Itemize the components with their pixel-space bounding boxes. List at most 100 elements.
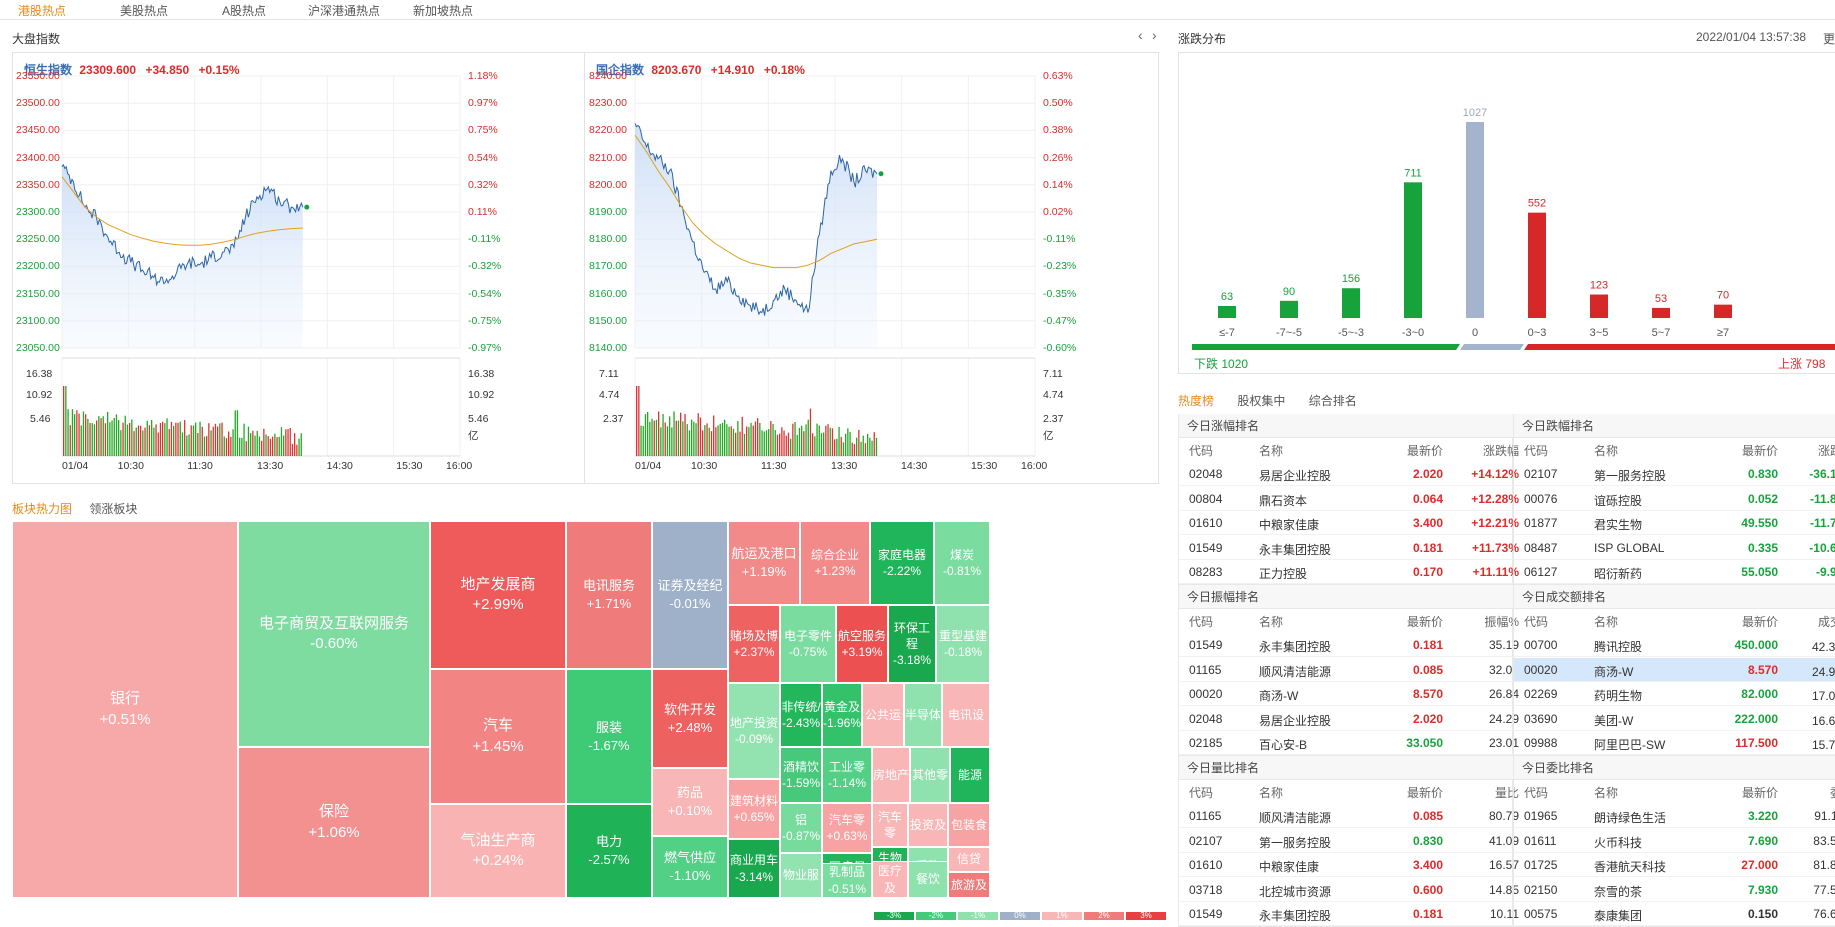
stock-name[interactable]: 香港航天科技	[1594, 860, 1667, 874]
table-row[interactable]: 02185 百心安-B 33.050 23.01	[1179, 731, 1519, 755]
stock-name[interactable]: 奈雪的茶	[1594, 884, 1643, 899]
sector-cell[interactable]: 铝 -0.87%	[780, 803, 822, 853]
table-row[interactable]: 01610 中粮家佳康 3.400 16.57	[1179, 853, 1519, 877]
stock-code[interactable]: 03690	[1524, 711, 1558, 726]
sector-cell[interactable]: 证券及经纪 -0.01%	[652, 521, 728, 669]
hsi-header[interactable]: 恒生指数 23309.600 +34.850 +0.15%	[24, 61, 240, 78]
stock-name[interactable]: 正力控股	[1259, 567, 1308, 581]
table-row[interactable]: 01165 顺风清洁能源 0.085 32.05	[1179, 658, 1519, 682]
stock-code[interactable]: 08487	[1524, 540, 1558, 555]
table-row[interactable]: 01549 永丰集团控股 0.181 10.11	[1179, 902, 1519, 926]
tab-leading-sectors[interactable]: 领涨板块	[89, 502, 138, 516]
sector-cell[interactable]: 黄金及 -1.96%	[822, 683, 862, 747]
stock-name[interactable]: 顺风清洁能源	[1259, 664, 1332, 679]
stock-name[interactable]: 商汤-W	[1259, 689, 1299, 703]
stock-code[interactable]: 01725	[1524, 858, 1558, 872]
tab-us[interactable]: 美股热点	[120, 4, 169, 18]
column-header[interactable]: 代码	[1189, 444, 1214, 458]
column-header[interactable]: 涨跌幅	[1817, 444, 1835, 458]
table-row[interactable]: 06127 昭衍新药 55.050 -9.98%	[1514, 560, 1835, 584]
table-row[interactable]: 01610 中粮家佳康 3.400 +12.21%	[1179, 511, 1519, 535]
stock-name[interactable]: 阿里巴巴-SW	[1594, 738, 1666, 752]
table-row[interactable]: 02048 易居企业控股 2.020 24.29	[1179, 707, 1519, 731]
sector-cell[interactable]: 燃气供应 -1.10%	[652, 836, 728, 898]
column-header[interactable]: 代码	[1524, 615, 1549, 629]
sector-cell[interactable]: 建筑材料 +0.65%	[728, 779, 780, 839]
sector-cell[interactable]: 旅游及	[948, 872, 990, 898]
column-header[interactable]: 名称	[1594, 615, 1619, 629]
more-link[interactable]: 更	[1823, 32, 1835, 46]
tab-hk[interactable]: 港股热点	[18, 4, 67, 18]
dist-bar[interactable]	[1342, 288, 1360, 318]
table-row[interactable]: 01877 君实生物 49.550 -11.75%	[1514, 511, 1835, 535]
sector-cell[interactable]: 地产发展商 +2.99%	[430, 521, 566, 669]
stock-name[interactable]: 顺风清洁能源	[1259, 811, 1332, 825]
table-row[interactable]: 00020 商汤-W 8.570 26.84	[1179, 682, 1519, 706]
table-row[interactable]: 00076 谊砾控股 0.052 -11.86%	[1514, 487, 1835, 511]
sector-cell[interactable]: 赌场及博 +2.37%	[728, 605, 780, 683]
column-header[interactable]: 量比	[1494, 786, 1519, 800]
sector-cell[interactable]: 能源	[950, 747, 990, 803]
column-header[interactable]: 名称	[1259, 444, 1284, 458]
table-row[interactable]: 01965 朗诗绿色生活 3.220 91.11%	[1514, 804, 1835, 828]
stock-code[interactable]: 02269	[1524, 687, 1558, 701]
table-row[interactable]: 02269 药明生物 82.000 17.03亿	[1514, 682, 1835, 706]
stock-code[interactable]: 01965	[1524, 809, 1558, 823]
sector-cell[interactable]: 保险 +1.06%	[238, 747, 430, 898]
column-header[interactable]: 名称	[1259, 615, 1284, 629]
stock-code[interactable]: 00076	[1524, 491, 1558, 506]
sector-cell[interactable]: 半导体	[904, 683, 942, 747]
sector-cell[interactable]: 电子零件 -0.75%	[780, 605, 836, 683]
column-header[interactable]: 代码	[1189, 786, 1214, 800]
tab-hot-rank[interactable]: 热度榜	[1178, 394, 1215, 408]
column-header[interactable]: 最新价	[1406, 444, 1443, 458]
table-row[interactable]: 00020 商汤-W 8.570 24.99亿	[1514, 657, 1835, 682]
table-row[interactable]: 02048 易居企业控股 2.020 +14.12%	[1179, 462, 1519, 486]
sector-cell[interactable]: 煤炭 -0.81%	[934, 521, 990, 605]
sector-cell[interactable]: 包装食	[948, 803, 990, 847]
stock-name[interactable]: 永丰集团控股	[1259, 542, 1332, 557]
sector-cell[interactable]: 电讯设	[942, 683, 990, 747]
stock-code[interactable]: 01549	[1189, 638, 1223, 652]
stock-code[interactable]: 00700	[1524, 638, 1558, 652]
sector-cell[interactable]: 房地产	[872, 747, 910, 803]
tab-connect[interactable]: 沪深港通热点	[308, 4, 381, 18]
tab-sector-heatmap[interactable]: 板块热力图	[12, 502, 73, 516]
stock-name[interactable]: 永丰集团控股	[1259, 909, 1332, 923]
stock-code[interactable]: 01165	[1189, 809, 1222, 823]
sector-cell[interactable]: 电讯服务 +1.71%	[566, 521, 652, 669]
column-header[interactable]: 最新价	[1741, 615, 1778, 629]
column-header[interactable]: 委比	[1784, 784, 1835, 801]
sector-cell[interactable]: 电子商贸及互联网服务 -0.60%	[238, 521, 430, 747]
dist-bar[interactable]	[1652, 307, 1670, 318]
sector-cell[interactable]: 投资及	[908, 803, 948, 847]
sector-cell[interactable]: 药品 +0.10%	[652, 768, 728, 836]
dist-bar[interactable]	[1528, 212, 1546, 318]
stock-name[interactable]: 商汤-W	[1594, 664, 1634, 679]
dist-bar[interactable]	[1590, 294, 1608, 318]
stock-name[interactable]: 谊砾控股	[1594, 493, 1643, 508]
stock-code[interactable]: 06127	[1524, 565, 1558, 579]
tab-sg[interactable]: 新加坡热点	[413, 4, 474, 18]
sector-cell[interactable]: 汽车零 +0.63%	[822, 803, 872, 853]
stock-code[interactable]: 00804	[1189, 491, 1223, 506]
sector-cell[interactable]: 餐饮	[908, 861, 948, 898]
stock-name[interactable]: 第一服务控股	[1259, 835, 1332, 850]
stock-code[interactable]: 02150	[1524, 882, 1558, 897]
stock-code[interactable]: 02185	[1189, 736, 1223, 750]
column-header[interactable]: 最新价	[1406, 786, 1443, 800]
stock-code[interactable]: 01165	[1189, 662, 1222, 677]
sector-cell[interactable]: 重型基建 -0.18%	[936, 605, 990, 683]
stock-code[interactable]: 02048	[1189, 467, 1223, 481]
column-header[interactable]: 代码	[1189, 615, 1214, 629]
stock-name[interactable]: 朗诗绿色生活	[1594, 811, 1667, 825]
table-row[interactable]: 01611 火币科技 7.690 83.51%	[1514, 829, 1835, 853]
stock-code[interactable]: 02107	[1524, 467, 1558, 481]
sector-cell[interactable]: 电力 -2.57%	[566, 804, 652, 898]
sector-cell[interactable]: 航空服务 +3.19%	[836, 605, 888, 683]
table-row[interactable]: 03690 美团-W 222.000 16.66亿	[1514, 707, 1835, 731]
hscei-header[interactable]: 国企指数 8203.670 +14.910 +0.18%	[596, 61, 805, 78]
stock-name[interactable]: 北控城市资源	[1259, 884, 1332, 899]
table-row[interactable]: 08283 正力控股 0.170 +11.11%	[1179, 560, 1519, 584]
table-row[interactable]: 09988 阿里巴巴-SW 117.500 15.70亿	[1514, 731, 1835, 755]
